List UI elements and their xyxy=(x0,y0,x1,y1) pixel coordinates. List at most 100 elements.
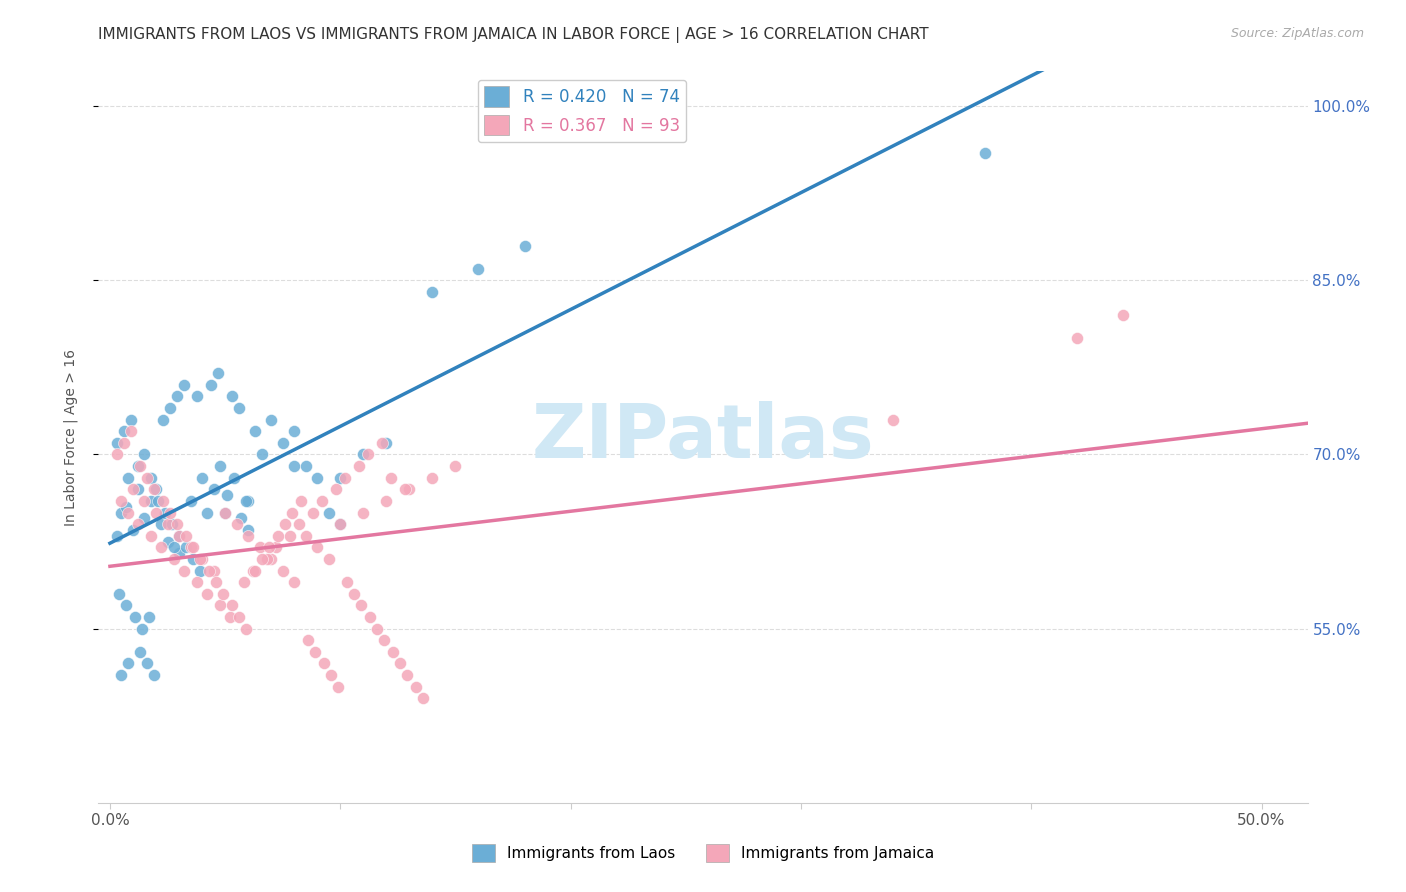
Point xyxy=(326,680,349,694)
Point xyxy=(224,471,246,485)
Point xyxy=(142,668,165,682)
Point xyxy=(236,529,259,543)
Point xyxy=(236,494,259,508)
Point xyxy=(141,471,163,485)
Point xyxy=(974,145,997,160)
Point xyxy=(127,459,149,474)
Point xyxy=(145,483,167,497)
Point xyxy=(124,610,146,624)
Point xyxy=(283,459,305,474)
Point xyxy=(325,483,347,497)
Point xyxy=(174,529,197,543)
Point xyxy=(398,483,420,497)
Point xyxy=(256,552,278,566)
Point xyxy=(382,645,405,659)
Point xyxy=(352,506,374,520)
Point xyxy=(260,552,283,566)
Point xyxy=(198,564,221,578)
Point xyxy=(152,494,174,508)
Point xyxy=(260,412,283,426)
Point xyxy=(202,483,225,497)
Point xyxy=(163,552,186,566)
Point xyxy=(141,494,163,508)
Point xyxy=(1112,308,1135,322)
Point xyxy=(134,511,156,525)
Point xyxy=(329,471,352,485)
Point xyxy=(207,366,229,380)
Point xyxy=(127,483,149,497)
Point xyxy=(257,541,280,555)
Point xyxy=(117,506,139,520)
Point xyxy=(141,529,163,543)
Point xyxy=(380,471,402,485)
Point xyxy=(217,488,239,502)
Point xyxy=(186,389,208,403)
Point xyxy=(288,517,311,532)
Point xyxy=(195,587,218,601)
Point xyxy=(174,541,197,555)
Point xyxy=(110,506,132,520)
Point xyxy=(181,541,204,555)
Point xyxy=(173,564,195,578)
Point xyxy=(357,448,380,462)
Point xyxy=(314,657,336,671)
Point xyxy=(135,471,157,485)
Point xyxy=(214,506,236,520)
Point xyxy=(343,587,366,601)
Point xyxy=(274,517,297,532)
Point xyxy=(156,517,179,532)
Text: ZIPatlas: ZIPatlas xyxy=(531,401,875,474)
Point xyxy=(373,633,395,648)
Point xyxy=(882,412,904,426)
Point xyxy=(281,506,304,520)
Point xyxy=(112,424,135,438)
Point xyxy=(110,494,132,508)
Point xyxy=(122,523,145,537)
Point xyxy=(205,575,228,590)
Point xyxy=(366,622,388,636)
Point xyxy=(232,575,254,590)
Point xyxy=(333,471,356,485)
Point xyxy=(145,506,167,520)
Point xyxy=(329,517,352,532)
Point xyxy=(117,657,139,671)
Point xyxy=(347,459,370,474)
Point xyxy=(202,564,225,578)
Point xyxy=(225,517,247,532)
Point xyxy=(159,401,181,415)
Text: Source: ZipAtlas.com: Source: ZipAtlas.com xyxy=(1230,27,1364,40)
Point xyxy=(394,483,416,497)
Point xyxy=(209,459,232,474)
Point xyxy=(195,506,218,520)
Point xyxy=(122,483,145,497)
Point xyxy=(297,633,319,648)
Point xyxy=(228,610,250,624)
Point xyxy=(422,285,444,299)
Point xyxy=(267,529,290,543)
Point xyxy=(236,523,259,537)
Point xyxy=(278,529,301,543)
Point xyxy=(188,564,211,578)
Point xyxy=(329,517,352,532)
Point xyxy=(307,471,329,485)
Point xyxy=(307,541,329,555)
Point xyxy=(311,494,333,508)
Point xyxy=(160,517,183,532)
Legend: Immigrants from Laos, Immigrants from Jamaica: Immigrants from Laos, Immigrants from Ja… xyxy=(465,838,941,868)
Point xyxy=(243,564,266,578)
Point xyxy=(188,552,211,566)
Point xyxy=(180,494,202,508)
Point xyxy=(389,657,412,671)
Point xyxy=(173,377,195,392)
Text: IMMIGRANTS FROM LAOS VS IMMIGRANTS FROM JAMAICA IN LABOR FORCE | AGE > 16 CORREL: IMMIGRANTS FROM LAOS VS IMMIGRANTS FROM … xyxy=(98,27,929,43)
Point xyxy=(186,575,208,590)
Point xyxy=(290,494,312,508)
Point xyxy=(117,471,139,485)
Point xyxy=(105,448,128,462)
Point xyxy=(375,494,398,508)
Point xyxy=(235,494,257,508)
Point xyxy=(318,506,340,520)
Point xyxy=(350,599,373,613)
Point xyxy=(191,552,214,566)
Point xyxy=(228,401,250,415)
